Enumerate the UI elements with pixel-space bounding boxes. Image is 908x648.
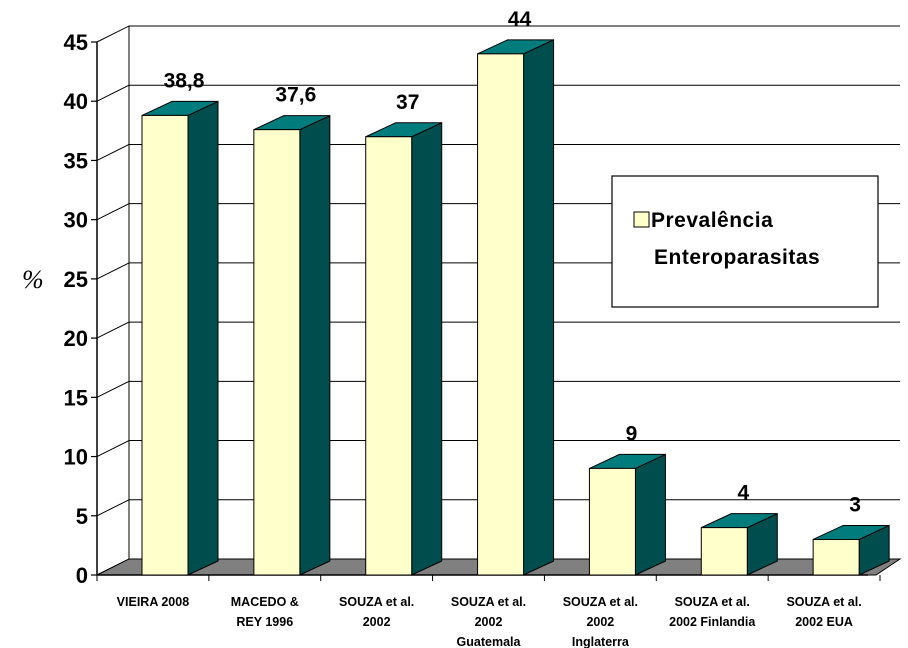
bar-front <box>812 538 860 576</box>
category-label: 2002 EUA <box>795 615 853 629</box>
y-tick-label: 40 <box>64 89 88 114</box>
y-tick-label: 35 <box>64 148 88 173</box>
legend-box <box>611 175 879 308</box>
bar-front <box>365 136 413 576</box>
data-label: 37 <box>396 91 419 114</box>
bars <box>141 39 890 576</box>
gridline-side <box>96 499 130 517</box>
gridline-side <box>96 321 130 339</box>
category-label: SOUZA et al. <box>786 595 861 609</box>
bar <box>588 453 666 576</box>
y-tick-label: 25 <box>64 267 88 292</box>
category-label: REY 1996 <box>236 615 293 629</box>
gridline-side <box>96 25 130 43</box>
legend: Prevalência Enteroparasitas <box>611 175 879 308</box>
bar <box>477 39 555 576</box>
bar <box>812 524 890 576</box>
y-axis-label: % <box>22 265 44 294</box>
category-label: Guatemala <box>457 635 522 648</box>
gridline-side <box>96 143 130 161</box>
legend-label-line-1: Prevalência <box>651 209 773 232</box>
data-label: 4 <box>737 482 749 505</box>
bar-front <box>700 527 748 576</box>
gridline-side <box>96 203 130 221</box>
data-label: 9 <box>626 422 638 445</box>
data-labels: 38,8 37,6 37 44 9 4 3 <box>164 8 861 517</box>
category-label: 2002 <box>363 615 391 629</box>
data-label: 37,6 <box>275 84 316 107</box>
category-label: SOUZA et al. <box>563 595 638 609</box>
category-label: SOUZA et al. <box>339 595 414 609</box>
gridline-side <box>96 262 130 280</box>
bar <box>141 100 219 576</box>
category-label: SOUZA et al. <box>451 595 526 609</box>
gridline-side <box>96 440 130 458</box>
category-label: MACEDO & <box>231 595 299 609</box>
bar <box>700 512 778 576</box>
category-label: Inglaterra <box>572 635 630 648</box>
bar-side <box>411 121 443 576</box>
bar <box>253 114 331 576</box>
bar-front <box>141 114 189 576</box>
y-tick-label: 15 <box>64 385 88 410</box>
bar-front <box>588 467 636 576</box>
y-tick-label: 20 <box>64 326 88 351</box>
data-label: 3 <box>849 493 861 516</box>
gridline-side <box>96 84 130 102</box>
bar-front <box>477 53 525 576</box>
bar-side <box>299 114 331 576</box>
category-labels: VIEIRA 2008 MACEDO & REY 1996 SOUZA et al. 2… <box>117 595 862 648</box>
y-tick-label: 30 <box>64 208 88 233</box>
legend-swatch <box>633 211 650 228</box>
y-tick-label: 0 <box>76 563 88 588</box>
y-tick-label: 5 <box>76 504 88 529</box>
category-label: VIEIRA 2008 <box>117 595 190 609</box>
category-label: 2002 Finlandia <box>669 615 756 629</box>
category-label: 2002 <box>586 615 614 629</box>
bar-side <box>187 100 219 576</box>
bar-side <box>523 39 555 576</box>
data-label: 44 <box>508 8 532 31</box>
legend-label-line-2: Enteroparasitas <box>654 246 820 269</box>
bar <box>365 121 443 576</box>
y-tick-label: 10 <box>64 445 88 470</box>
bar-front <box>253 129 301 576</box>
y-tick-labels: 0 5 10 15 20 25 30 35 40 45 <box>64 30 88 588</box>
gridline-side <box>96 380 130 398</box>
category-label: 2002 <box>475 615 503 629</box>
y-tick-label: 45 <box>64 30 88 55</box>
category-label: SOUZA et al. <box>675 595 750 609</box>
bar-side <box>634 453 666 576</box>
data-label: 38,8 <box>164 69 205 92</box>
